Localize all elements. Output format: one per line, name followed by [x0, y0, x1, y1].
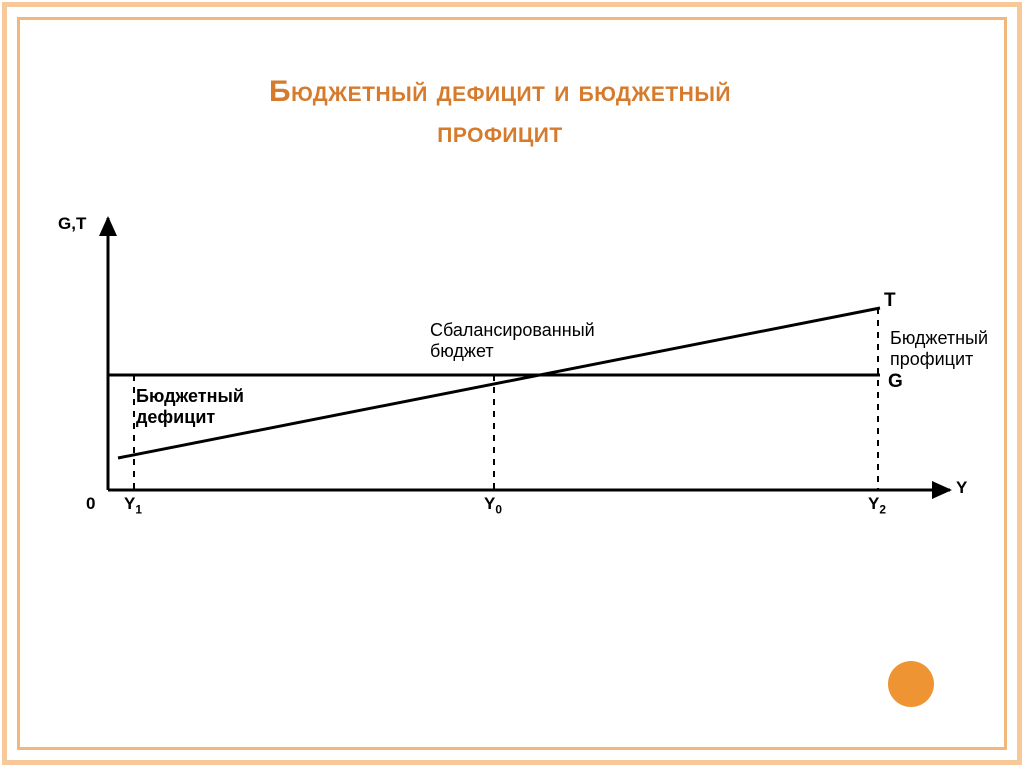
- annotation-2: Бюджетный профицит: [890, 328, 988, 370]
- page-title: Бюджетный дефицит и бюджетный профицит: [90, 72, 910, 153]
- annotation-0: Бюджетный дефицит: [136, 386, 244, 428]
- budget-chart: G,TY0GTY1Y0Y2Бюджетный дефицитСбалансиро…: [40, 210, 984, 530]
- x-tick-label-1: Y0: [484, 494, 502, 516]
- origin-label: 0: [86, 494, 95, 514]
- x-axis-label: Y: [956, 478, 967, 498]
- chart-svg: [40, 210, 984, 530]
- annotation-1: Сбалансированный бюджет: [430, 320, 595, 362]
- y-axis-label: G,T: [58, 214, 86, 234]
- x-tick-label-2: Y2: [868, 494, 886, 516]
- line-label-T: T: [884, 290, 896, 312]
- accent-dot-icon: [888, 661, 934, 707]
- line-label-G: G: [888, 371, 903, 393]
- x-tick-label-0: Y1: [124, 494, 142, 516]
